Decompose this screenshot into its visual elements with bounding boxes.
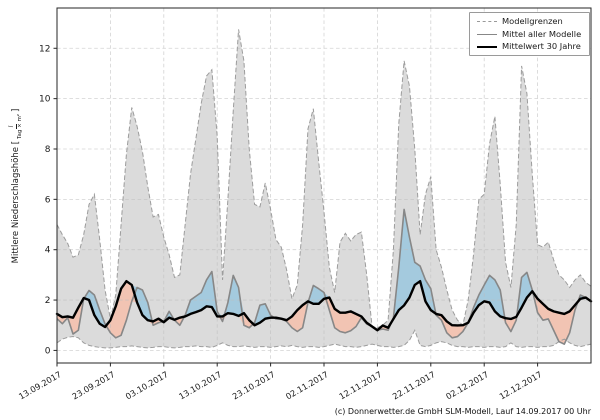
model-upper-bound-line (56, 29, 592, 329)
y-tick-label: 4 (45, 246, 51, 256)
y-tick-label: 10 (39, 95, 51, 105)
legend-label: Modellgrenzen (502, 16, 563, 26)
model-lower-bound-line (56, 329, 592, 349)
unit-numerator: l (7, 123, 17, 130)
legend-item-mittel-aller-modelle: Mittel aller Modelle (477, 28, 583, 39)
y-axis-unit-fraction: l Tag × m² (7, 113, 24, 139)
legend-label: Mittelwert 30 Jahre (502, 41, 581, 52)
legend: Modellgrenzen Mittel aller Modelle Mitte… (469, 12, 590, 57)
model-mean-line (56, 208, 592, 345)
dashed-line-swatch-icon (477, 21, 497, 23)
y-axis-label-bracket: ] (11, 108, 21, 112)
y-tick-label: 2 (45, 296, 51, 306)
copyright-caption: (c) Donnerwetter.de GmbH SLM-Modell, Lau… (334, 407, 591, 416)
gray-line-swatch-icon (477, 33, 497, 35)
y-tick-label: 12 (39, 44, 50, 54)
model-spread-band (57, 29, 591, 348)
black-line-swatch-icon (477, 45, 497, 48)
unit-denominator: Tag × m² (16, 113, 23, 139)
y-tick-label: 0 (45, 346, 51, 356)
y-axis-label-text: Mittlere Niederschlagshöhe [ (11, 140, 21, 264)
y-tick-label: 8 (45, 145, 51, 155)
mean-30-years-line (55, 279, 593, 332)
y-tick-label: 6 (45, 195, 51, 205)
below-normal-fill (57, 281, 591, 345)
legend-item-modellgrenzen: Modellgrenzen (477, 16, 583, 26)
axis-ticks (53, 47, 539, 367)
legend-item-mittelwert-30-jahre: Mittelwert 30 Jahre (477, 42, 583, 51)
legend-label: Mittel aller Modelle (502, 28, 582, 39)
y-axis-label: Mittlere Niederschlagshöhe [l Tag × m²] (8, 46, 24, 326)
